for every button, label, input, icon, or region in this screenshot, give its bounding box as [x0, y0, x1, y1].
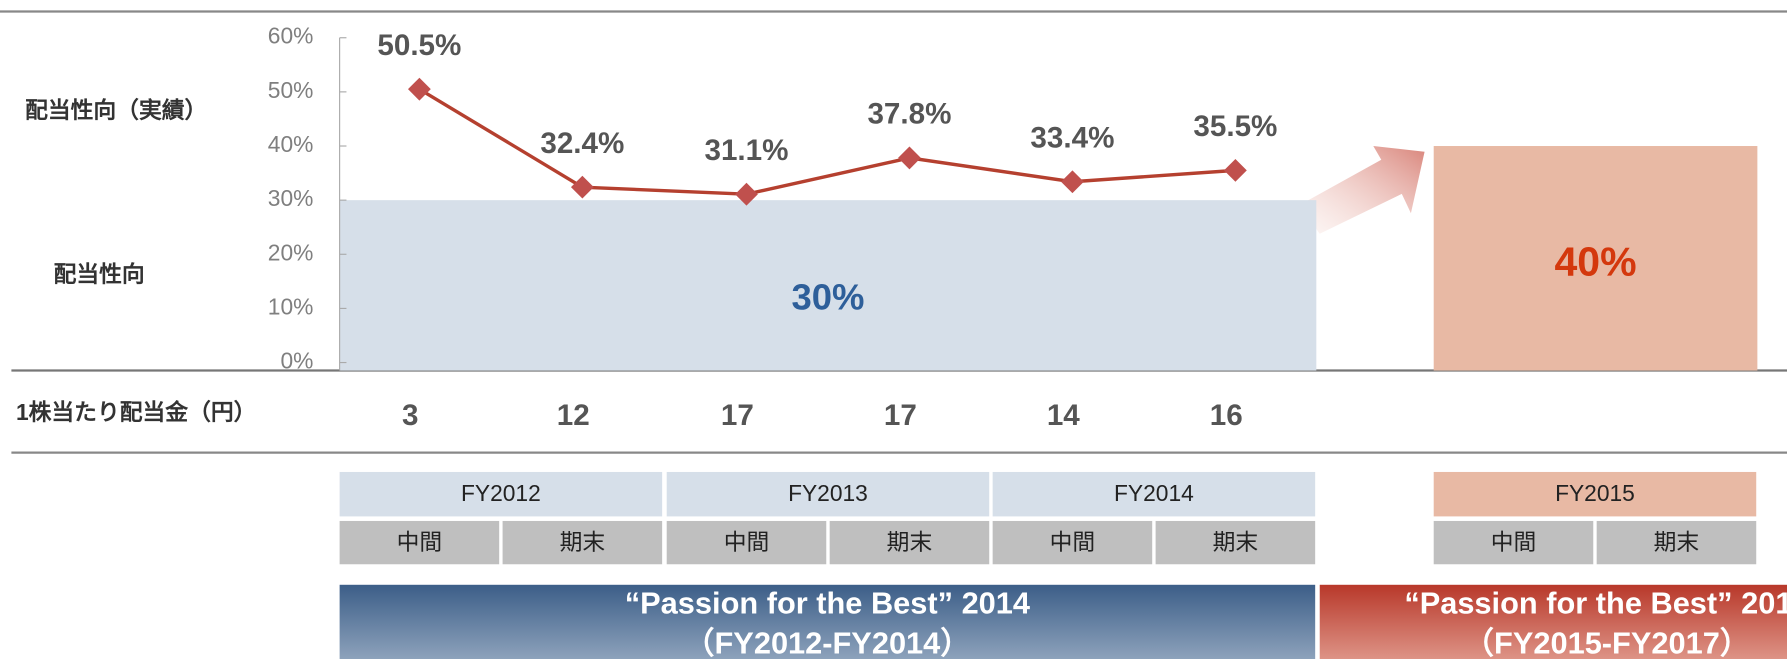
fiscal-year-cell	[1433, 471, 1757, 517]
point-marker	[1061, 170, 1084, 194]
fiscal-year-cell	[339, 471, 663, 517]
point-marker	[898, 146, 921, 170]
y-tick-label: 60%	[268, 23, 314, 49]
target-bar	[339, 200, 1317, 371]
y-tick-label: 10%	[268, 293, 314, 319]
fiscal-year-label: FY2015	[1555, 480, 1635, 506]
y-tick-label: 40%	[268, 131, 314, 157]
point-value-label: 32.4%	[540, 127, 624, 160]
arrow	[1299, 146, 1425, 234]
x-tick-label: 中間	[724, 529, 770, 555]
series-line	[418, 87, 1236, 196]
point-value-label: 50.5%	[377, 29, 461, 62]
y-tick-label: 0%	[280, 348, 313, 374]
plan-title: “Passion for the Best” 2014	[625, 585, 1030, 620]
point-marker	[1224, 158, 1247, 182]
x-tick-label: 期末	[560, 529, 606, 555]
dividend-value: 16	[1210, 399, 1243, 432]
dividend-value: 17	[884, 399, 917, 432]
fiscal-year-label: FY2012	[461, 480, 541, 506]
half-cell	[992, 520, 1153, 565]
plan-period: （FY2012-FY2014）	[684, 625, 971, 659]
y-tick-label: 30%	[268, 185, 314, 211]
point-marker	[408, 77, 431, 101]
x-tick-label: 中間	[1491, 529, 1537, 555]
point-value-label: 33.4%	[1030, 121, 1114, 154]
dividend-label: 1株当たり配当金（円）	[16, 399, 256, 425]
point-value-label: 37.8%	[867, 98, 951, 131]
x-tick-label: 中間	[397, 529, 443, 555]
point-value-label: 31.1%	[704, 134, 788, 167]
x-tick-label: 期末	[887, 529, 933, 555]
target-label: 配当性向	[54, 261, 145, 287]
half-cell	[1596, 520, 1757, 565]
half-cell	[1155, 520, 1316, 565]
half-cell	[829, 520, 990, 565]
half-cell	[666, 520, 827, 565]
half-cell	[1433, 520, 1594, 565]
point-value-label: 35.5%	[1193, 110, 1277, 143]
fiscal-year-label: FY2013	[788, 480, 868, 506]
point-marker	[735, 182, 758, 206]
fiscal-year-cell	[992, 471, 1316, 517]
x-tick-label: 中間	[1050, 529, 1096, 555]
half-cell	[339, 520, 500, 565]
target-value-label: 30%	[791, 276, 864, 317]
dividend-value: 14	[1047, 399, 1080, 432]
plan-title: “Passion for the Best” 2017	[1404, 585, 1787, 620]
point-marker	[570, 175, 594, 199]
plan-banner	[1319, 584, 1787, 659]
x-tick-label: 期末	[1654, 529, 1700, 555]
target-bar	[1433, 146, 1758, 371]
x-tick-label: 期末	[1213, 529, 1259, 555]
half-cell	[502, 520, 663, 565]
plan-period: （FY2015-FY2017）	[1463, 625, 1750, 659]
fiscal-year-label: FY2014	[1114, 480, 1194, 506]
y-tick-label: 50%	[268, 77, 314, 103]
y-tick-label: 20%	[268, 239, 314, 265]
dividend-value: 3	[402, 399, 418, 432]
dividend-value: 17	[721, 399, 754, 432]
series-label: 配当性向（実績）	[25, 97, 207, 123]
dividend-value: 12	[557, 399, 590, 432]
target-value-label: 40%	[1554, 238, 1636, 284]
plan-banner	[339, 584, 1316, 659]
fiscal-year-cell	[666, 471, 990, 517]
